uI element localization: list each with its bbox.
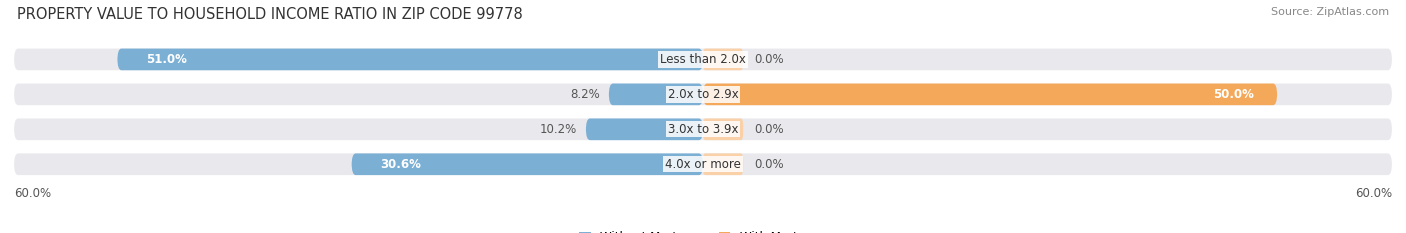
Text: 3.0x to 3.9x: 3.0x to 3.9x [668, 123, 738, 136]
FancyBboxPatch shape [117, 49, 703, 70]
Text: 60.0%: 60.0% [14, 187, 51, 200]
FancyBboxPatch shape [14, 153, 1392, 175]
Text: 8.2%: 8.2% [569, 88, 599, 101]
FancyBboxPatch shape [586, 118, 703, 140]
Legend: Without Mortgage, With Mortgage: Without Mortgage, With Mortgage [574, 226, 832, 233]
Text: 2.0x to 2.9x: 2.0x to 2.9x [668, 88, 738, 101]
Text: PROPERTY VALUE TO HOUSEHOLD INCOME RATIO IN ZIP CODE 99778: PROPERTY VALUE TO HOUSEHOLD INCOME RATIO… [17, 7, 523, 22]
FancyBboxPatch shape [703, 118, 744, 140]
Text: 0.0%: 0.0% [755, 158, 785, 171]
FancyBboxPatch shape [703, 153, 744, 175]
Text: 0.0%: 0.0% [755, 123, 785, 136]
Text: 30.6%: 30.6% [381, 158, 422, 171]
FancyBboxPatch shape [14, 83, 1392, 105]
Text: Less than 2.0x: Less than 2.0x [659, 53, 747, 66]
Text: 60.0%: 60.0% [1355, 187, 1392, 200]
Text: 51.0%: 51.0% [146, 53, 187, 66]
Text: Source: ZipAtlas.com: Source: ZipAtlas.com [1271, 7, 1389, 17]
FancyBboxPatch shape [609, 83, 703, 105]
FancyBboxPatch shape [14, 49, 1392, 70]
FancyBboxPatch shape [703, 83, 1277, 105]
Text: 10.2%: 10.2% [540, 123, 576, 136]
Text: 4.0x or more: 4.0x or more [665, 158, 741, 171]
Text: 0.0%: 0.0% [755, 53, 785, 66]
Text: 50.0%: 50.0% [1213, 88, 1254, 101]
FancyBboxPatch shape [352, 153, 703, 175]
FancyBboxPatch shape [703, 49, 744, 70]
FancyBboxPatch shape [14, 118, 1392, 140]
